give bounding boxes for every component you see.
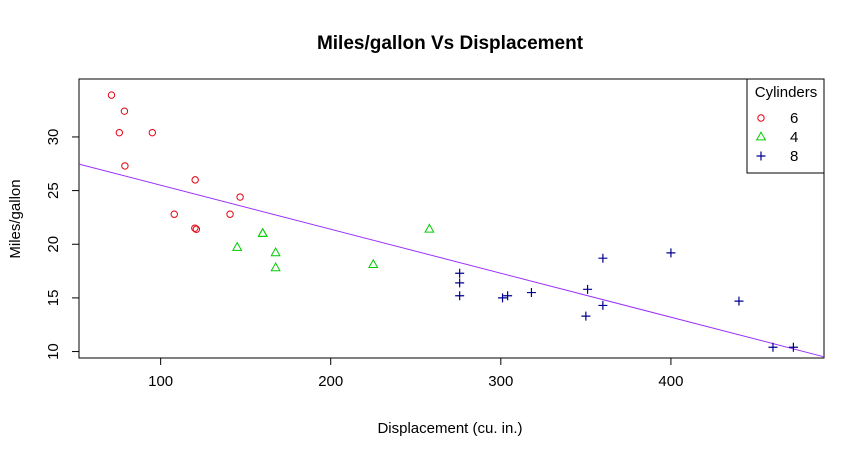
data-point-cyl-8 [583,284,593,294]
data-point-cyl-8 [455,291,465,301]
data-point-cyl-8 [526,288,536,298]
x-tick-label: 400 [658,373,683,390]
data-point-cyl-6 [192,225,201,233]
legend-title: Cylinders [755,84,818,101]
data-point-cyl-4 [232,241,243,251]
data-point-cyl-8 [455,278,465,288]
points-layer [107,91,798,352]
legend-box [746,78,825,174]
y-tick-label: 20 [45,236,62,253]
data-point-cyl-6 [107,91,116,99]
plot-area-frame [78,78,825,359]
regression-layer [78,163,825,358]
data-point-cyl-4 [257,227,268,237]
data-point-cyl-6 [120,107,129,115]
data-point-cyl-8 [734,296,744,306]
data-point-cyl-8 [666,248,676,258]
data-point-cyl-4 [424,223,435,233]
data-point-cyl-6 [115,128,124,137]
y-axis: 10 15 20 25 30 [45,129,79,360]
x-axis-label: Displacement (cu. in.) [377,420,522,437]
x-tick-label: 300 [488,373,513,390]
data-point-cyl-8 [455,268,465,278]
data-point-cyl-6 [226,210,234,218]
data-point-cyl-6 [170,210,178,218]
legend-marker-cyl-8 [756,151,766,161]
x-tick-label: 100 [148,373,173,390]
data-point-cyl-8 [598,253,608,263]
legend-label-cyl-6: 6 [790,110,798,127]
regression-line [78,163,825,358]
data-point-cyl-8 [768,342,778,352]
legend: Cylinders 6 4 8 [746,78,825,174]
data-point-cyl-8 [788,342,798,352]
data-point-cyl-8 [503,291,513,301]
chart-title: Miles/gallon Vs Displacement [317,33,584,54]
data-point-cyl-8 [598,300,608,310]
data-point-cyl-4 [270,247,281,257]
data-point-cyl-6 [148,128,157,137]
y-tick-label: 10 [45,343,62,360]
data-point-cyl-6 [191,224,199,232]
legend-label-cyl-4: 4 [790,129,798,146]
y-tick-label: 25 [45,182,62,199]
data-point-cyl-4 [270,262,281,272]
data-point-cyl-6 [236,193,244,201]
x-axis: 100 200 300 400 [148,358,683,390]
legend-marker-cyl-4 [755,131,767,141]
data-point-cyl-6 [121,162,129,170]
legend-marker-cyl-6 [757,114,765,122]
data-point-cyl-4 [257,227,268,237]
data-point-cyl-8 [498,293,508,303]
legend-label-cyl-8: 8 [790,148,798,165]
data-point-cyl-8 [581,311,591,321]
x-tick-label: 200 [318,373,343,390]
data-point-cyl-6 [191,176,199,184]
y-axis-label: Miles/gallon [7,179,24,258]
data-point-cyl-4 [368,258,379,269]
y-tick-label: 15 [45,290,62,307]
y-tick-label: 30 [45,129,62,146]
